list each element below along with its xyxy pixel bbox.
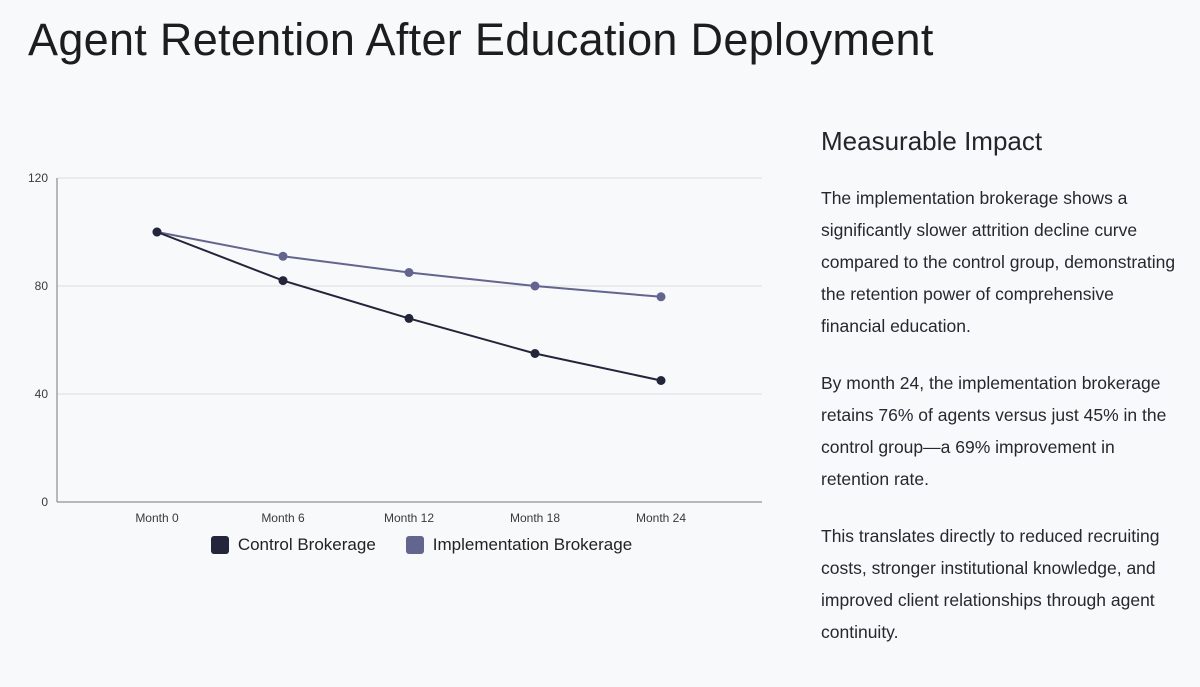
chart-legend: Control Brokerage Implementation Brokerag… (0, 535, 788, 555)
content-area: 0 40 80 120 Month 0 Month 6 Month 12 Month 18 Mo… (0, 66, 1200, 648)
series-line (156, 231, 662, 382)
data-point (404, 268, 414, 277)
data-point (656, 376, 666, 385)
series-line (156, 231, 662, 298)
legend-item-control: Control Brokerage (210, 535, 376, 555)
data-point (278, 251, 288, 261)
y-tick-label: 40 (35, 387, 49, 401)
page-title: Agent Retention After Education Deployme… (28, 14, 934, 65)
data-point (152, 227, 162, 237)
legend-label: Implementation Brokerage (432, 535, 633, 554)
x-tick-label: Month 6 (261, 511, 305, 525)
x-tick-label: Month 24 (636, 511, 686, 525)
x-tick-label: Month 18 (510, 511, 560, 525)
legend-item-implementation: Implementation Brokerage (405, 535, 633, 555)
y-tick-label: 120 (28, 171, 48, 185)
y-tick-label: 80 (35, 279, 49, 293)
legend-swatch (405, 536, 424, 554)
impact-paragraph-2: By month 24, the implementation brokerag… (821, 373, 1167, 489)
data-point (530, 349, 540, 358)
legend-label: Control Brokerage (237, 535, 376, 554)
data-point (278, 276, 288, 286)
impact-paragraph-1: The implementation brokerage shows a sig… (821, 188, 1176, 336)
impact-heading: Measurable Impact (821, 126, 1043, 156)
data-point (530, 281, 540, 291)
data-point (656, 292, 666, 302)
y-tick-label: 0 (41, 495, 48, 509)
impact-paragraph-3: This translates directly to reduced recr… (821, 526, 1160, 642)
x-tick-label: Month 12 (384, 511, 434, 525)
data-point (404, 313, 414, 323)
impact-panel: Measurable Impact The implementation bro… (788, 66, 1200, 648)
chart-section: 0 40 80 120 Month 0 Month 6 Month 12 Month 18 Mo… (0, 66, 788, 555)
legend-swatch (210, 536, 229, 554)
x-tick-label: Month 0 (135, 511, 179, 525)
retention-line-chart: 0 40 80 120 Month 0 Month 6 Month 12 Month 18 Mo… (28, 171, 762, 525)
